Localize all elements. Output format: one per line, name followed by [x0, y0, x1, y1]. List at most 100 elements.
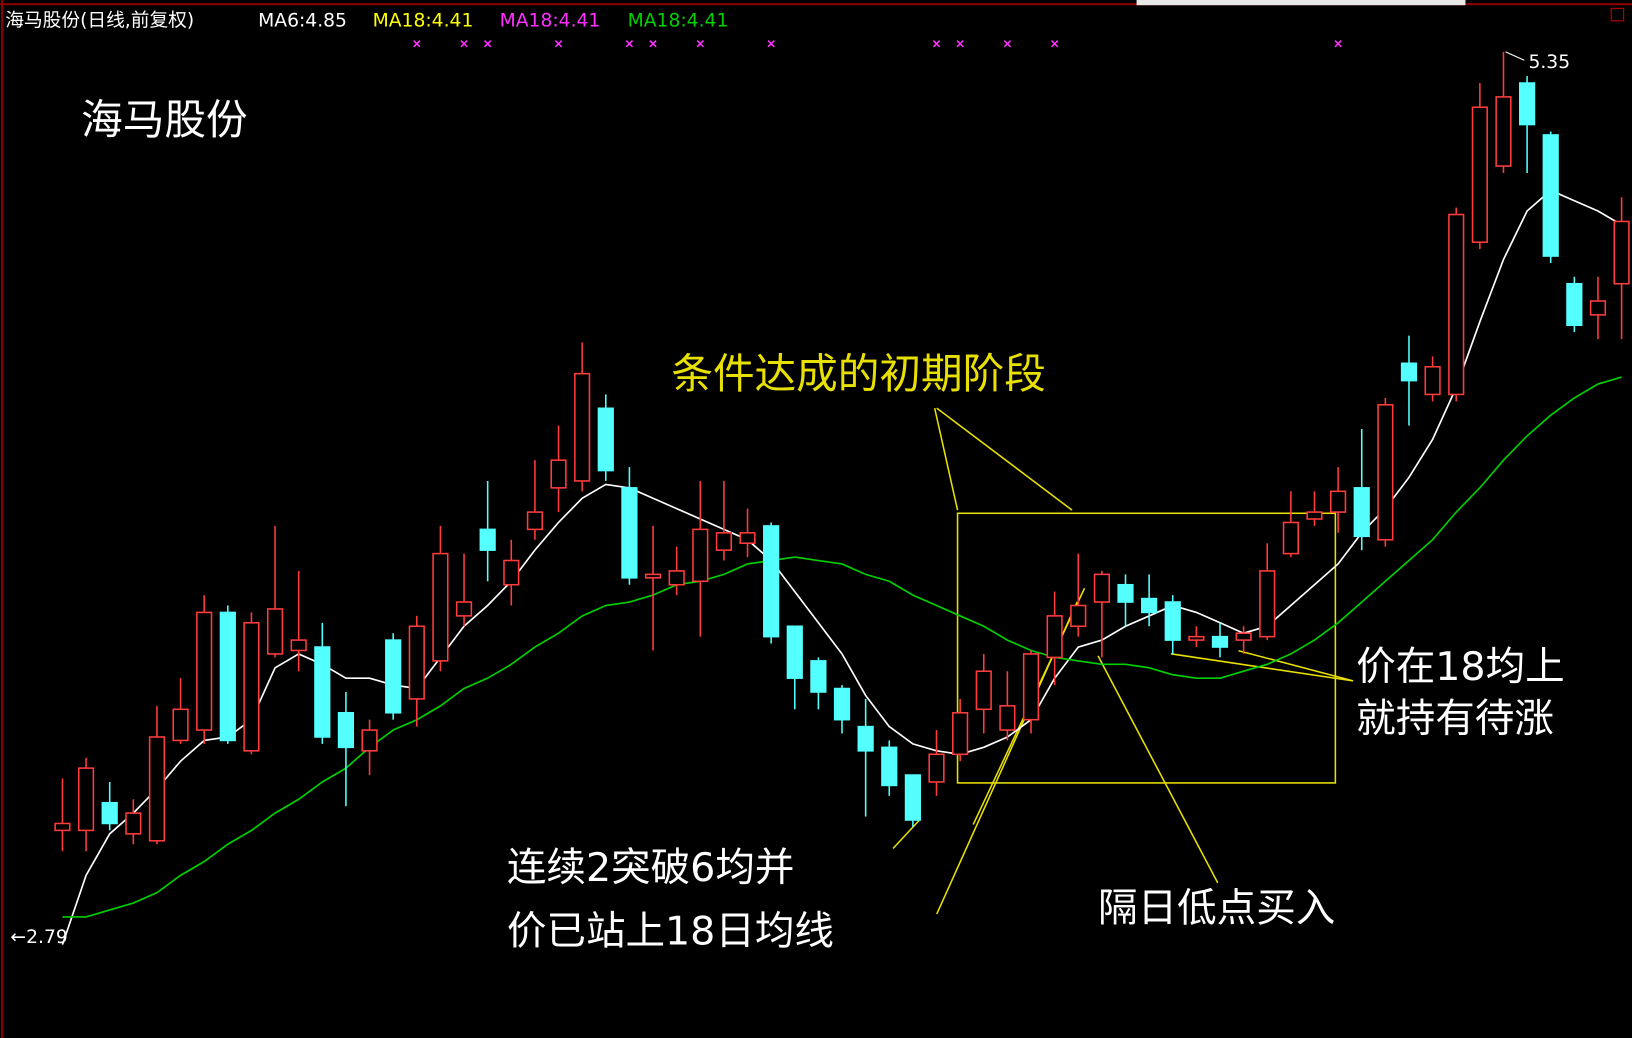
candle-body	[1542, 134, 1559, 257]
candle-body	[668, 570, 685, 586]
candle-body	[148, 736, 166, 842]
candle-body	[337, 711, 355, 749]
candle-body	[574, 372, 591, 482]
candle-body	[243, 622, 260, 752]
candle-body	[125, 812, 142, 835]
signal-marker	[649, 40, 657, 48]
candle-body	[621, 487, 638, 579]
annotation: 价在18均上	[1356, 644, 1564, 690]
signal-marker	[554, 40, 563, 48]
candle-body	[1589, 300, 1607, 316]
candle-body	[266, 608, 284, 655]
legend-entry: MA6:4.85	[258, 10, 347, 31]
legend-entry: MA18:4.41	[373, 10, 474, 31]
candle-body	[1117, 583, 1134, 603]
legend-entry: MA18:4.41	[500, 10, 601, 31]
chart-title: 海马股份(日线,前复权)	[5, 10, 194, 31]
low-label: ←2.79	[10, 927, 67, 948]
candle-body	[101, 801, 118, 825]
signal-marker	[483, 40, 492, 48]
candle-body	[526, 511, 544, 531]
candle-body	[763, 525, 780, 638]
candle-body	[1070, 604, 1087, 628]
signal-marker	[767, 40, 775, 48]
candle-body	[219, 611, 236, 742]
candle-body	[196, 611, 213, 731]
candle-body	[857, 725, 874, 752]
candle-body	[455, 601, 473, 617]
candle-body	[1377, 404, 1394, 541]
candle-body	[928, 753, 945, 783]
candle-body	[1141, 597, 1158, 614]
pointer-line	[936, 407, 1073, 511]
candle-body	[1046, 615, 1063, 659]
candle-body	[1330, 490, 1347, 513]
corner-box	[1610, 7, 1625, 22]
candle-body	[1211, 635, 1229, 648]
signal-marker	[956, 40, 964, 48]
candle-body	[1282, 521, 1299, 555]
candle-body	[1306, 511, 1323, 520]
candle-body	[314, 646, 331, 738]
pointer-line	[1238, 649, 1354, 682]
candle-body	[881, 746, 898, 787]
candle-body	[503, 559, 520, 586]
candle-body	[432, 552, 449, 662]
candle-body	[1164, 601, 1181, 641]
pointer-line	[1170, 653, 1354, 682]
candle-body	[786, 625, 803, 679]
candle-body	[1259, 570, 1276, 638]
candle-body	[290, 639, 307, 652]
candle-body	[597, 407, 614, 472]
annotation: 条件达成的初期阶段	[671, 349, 1046, 398]
candle-body	[479, 528, 496, 551]
pointer-line	[933, 407, 959, 511]
signal-marker	[413, 40, 421, 48]
candle-body	[1613, 220, 1630, 285]
candle-body	[810, 660, 827, 693]
high-pointer	[1505, 51, 1525, 61]
candle-body	[975, 670, 992, 711]
candle-body	[172, 708, 189, 742]
candle-body	[1566, 282, 1583, 327]
candle-body	[1353, 487, 1370, 538]
legend-entry: MA18:4.41	[628, 10, 729, 31]
candle-body	[1400, 362, 1418, 382]
ma-line	[62, 376, 1622, 918]
annotation-lines	[892, 407, 1354, 915]
pointer-line	[1097, 655, 1219, 884]
highlight-box	[956, 512, 1337, 784]
candle-body	[644, 573, 662, 579]
candle-body	[715, 532, 733, 551]
high-label: 5.35	[1528, 52, 1570, 73]
annotation: 连续2突破6均并	[507, 845, 795, 891]
signal-marker	[625, 40, 634, 48]
pointer-line	[892, 818, 921, 850]
candle-body	[1495, 96, 1512, 167]
signal-marker	[1003, 40, 1012, 48]
signal-marker	[1050, 40, 1059, 48]
annotation: 就持有待涨	[1356, 696, 1554, 742]
annotation: 隔日低点买入	[1098, 885, 1335, 931]
signal-marker	[1334, 40, 1342, 48]
candle-body	[1093, 573, 1110, 603]
stock-name: 海马股份	[81, 95, 247, 144]
candle-body	[1424, 365, 1441, 396]
candle-body	[408, 625, 425, 700]
candle-body	[999, 705, 1016, 731]
signal-marker	[696, 40, 704, 48]
candle-body	[1235, 632, 1252, 641]
candle-body	[1518, 82, 1536, 126]
annotation: 价已站上18日均线	[507, 908, 834, 954]
candle-body	[1448, 213, 1465, 396]
candle-body	[550, 459, 567, 489]
candle-body	[904, 774, 921, 821]
candle-body	[1022, 653, 1040, 721]
candle-body	[1471, 106, 1488, 243]
candle-body	[385, 639, 402, 714]
signal-marker	[460, 40, 468, 48]
candle-body	[1188, 635, 1205, 641]
candle-body	[692, 528, 709, 583]
candle-body	[54, 822, 71, 832]
